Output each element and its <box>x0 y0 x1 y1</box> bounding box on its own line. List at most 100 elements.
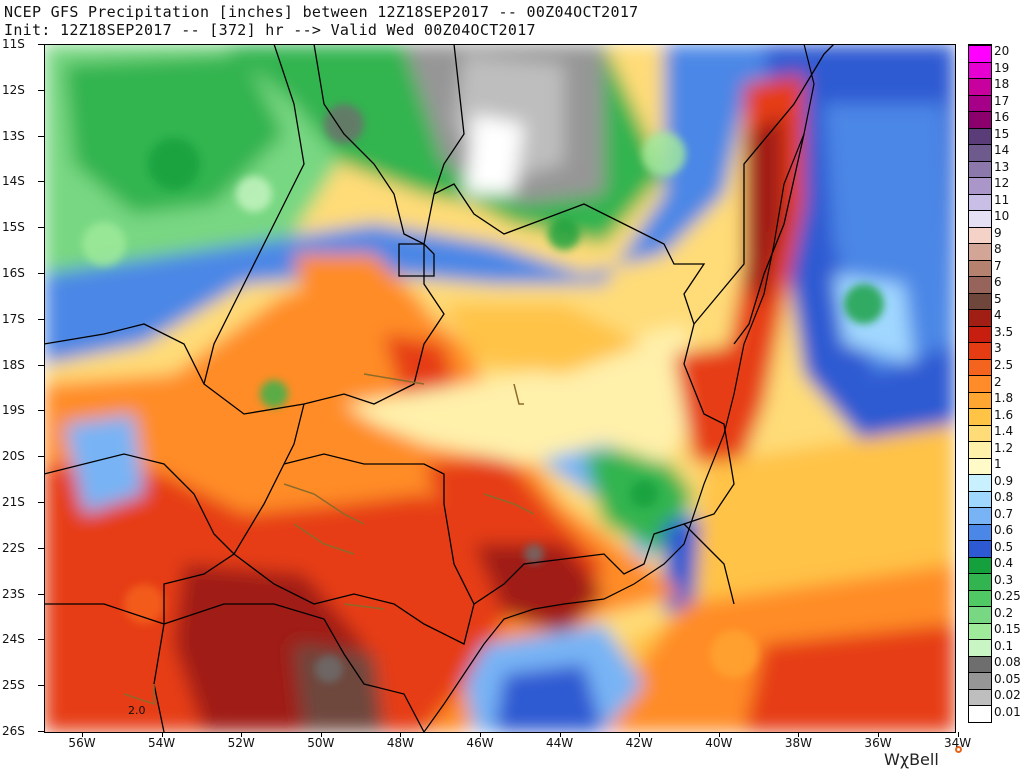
lon-tick <box>400 732 402 737</box>
colorbar-swatch <box>969 655 991 673</box>
lat-tick <box>38 731 44 732</box>
precip-texture <box>82 104 884 683</box>
colorbar-swatch <box>969 672 991 689</box>
colorbar-swatch <box>969 573 991 590</box>
colorbar-swatch <box>969 408 991 425</box>
colorbar-swatch <box>969 457 991 475</box>
colorbar-level-label: 4 <box>994 308 1002 323</box>
lat-label: 12S <box>2 82 25 97</box>
wxbell-logo: WχBell <box>884 750 939 769</box>
colorbar-level-label: 0.02 <box>994 688 1021 703</box>
colorbar-swatch <box>969 540 991 557</box>
colorbar-level-label: 1.2 <box>994 440 1014 455</box>
colorbar-level-label: 0.3 <box>994 572 1014 587</box>
river-features <box>123 373 535 706</box>
lon-label: 36W <box>864 736 892 750</box>
colorbar-swatch <box>969 210 991 227</box>
lon-tick <box>957 732 959 737</box>
colorbar-swatch <box>969 160 991 178</box>
colorbar-level-label: 12 <box>994 176 1010 191</box>
colorbar-swatch <box>969 589 991 607</box>
colorbar-swatch <box>969 507 991 524</box>
lat-label: 20S <box>2 449 25 464</box>
colorbar-swatch <box>969 441 991 458</box>
colorbar-swatch <box>969 78 991 95</box>
colorbar-level-label: 7 <box>994 258 1002 273</box>
lon-label: 40W <box>705 736 733 750</box>
colorbar-swatch <box>969 193 991 211</box>
contour-label: 2.0 <box>128 704 146 717</box>
colorbar-level-label: 14 <box>994 143 1010 158</box>
colorbar-swatch <box>969 127 991 145</box>
lat-label: 17S <box>2 311 25 326</box>
map-subtitle: Init: 12Z18SEP2017 -- [372] hr --> Valid… <box>4 21 536 39</box>
colorbar-level-label: 0.4 <box>994 556 1014 571</box>
colorbar-swatch <box>969 639 991 656</box>
lat-label: 21S <box>2 495 25 509</box>
lon-tick <box>718 732 720 737</box>
colorbar-level-label: 6 <box>994 275 1002 290</box>
colorbar-level-label: 0.6 <box>994 523 1014 538</box>
lon-label: 34W <box>944 736 972 750</box>
colorbar-swatch <box>969 490 991 508</box>
lon-label: 48W <box>386 736 414 750</box>
colorbar-level-label: 3 <box>994 341 1002 356</box>
colorbar-level-label: 1 <box>994 457 1002 472</box>
lat-tick <box>38 593 44 595</box>
lat-tick <box>38 89 44 91</box>
colorbar-swatch <box>969 226 991 244</box>
lat-label: 13S <box>2 128 25 143</box>
colorbar-level-label: 0.2 <box>994 605 1014 620</box>
lon-label: 44W <box>546 736 574 750</box>
lon-tick <box>559 732 561 737</box>
colorbar-swatch <box>969 556 991 574</box>
colorbar-swatch <box>969 342 991 359</box>
colorbar-level-label: 0.7 <box>994 506 1014 521</box>
lat-label: 26S <box>2 724 25 738</box>
colorbar-level-label: 0.08 <box>994 655 1021 670</box>
colorbar-level-label: 0.05 <box>994 671 1021 686</box>
colorbar-level-label: 0.25 <box>994 589 1021 604</box>
colorbar-level-label: 17 <box>994 93 1010 108</box>
lon-tick <box>480 732 481 737</box>
precipitation-map: 2.0 <box>44 44 955 732</box>
colorbar-level-label: 8 <box>994 242 1002 257</box>
colorbar-swatch <box>969 94 991 112</box>
colorbar-swatch <box>969 391 991 409</box>
colorbar-level-label: 0.01 <box>994 704 1021 719</box>
lon-tick <box>798 732 800 737</box>
colorbar-swatch <box>969 276 991 293</box>
state-borders <box>44 44 835 732</box>
colorbar-swatch <box>969 45 991 62</box>
colorbar-swatch <box>969 325 991 343</box>
lat-label: 18S <box>2 357 25 372</box>
colorbar-level-label: 13 <box>994 159 1010 174</box>
colorbar-level-label: 18 <box>994 77 1010 92</box>
colorbar-swatch <box>969 358 991 376</box>
colorbar-swatch <box>969 606 991 623</box>
lat-tick <box>38 227 44 229</box>
lat-tick <box>38 410 44 412</box>
lat-tick <box>38 685 44 687</box>
lat-tick <box>38 456 44 458</box>
lon-label: 52W <box>227 736 255 750</box>
colorbar-swatch <box>969 177 991 194</box>
lat-tick <box>38 639 44 641</box>
colorbar-level-label: 2.5 <box>994 357 1014 372</box>
colorbar-level-label: 3.5 <box>994 324 1014 339</box>
colorbar-level-label: 19 <box>994 60 1010 75</box>
colorbar-level-label: 20 <box>994 44 1010 59</box>
coastline <box>423 44 815 732</box>
colorbar-level-label: 15 <box>994 126 1010 141</box>
lat-tick <box>38 318 44 320</box>
lon-label: 56W <box>68 736 96 750</box>
colorbar-level-label: 11 <box>994 192 1010 207</box>
lon-tick <box>82 732 83 737</box>
colorbar-swatch <box>969 61 991 78</box>
lon-label: 42W <box>625 736 653 750</box>
lat-tick <box>38 181 44 183</box>
colorbar <box>968 44 992 723</box>
colorbar-swatch <box>969 111 991 128</box>
colorbar-level-label: 1.6 <box>994 407 1014 422</box>
lat-tick <box>38 44 44 45</box>
